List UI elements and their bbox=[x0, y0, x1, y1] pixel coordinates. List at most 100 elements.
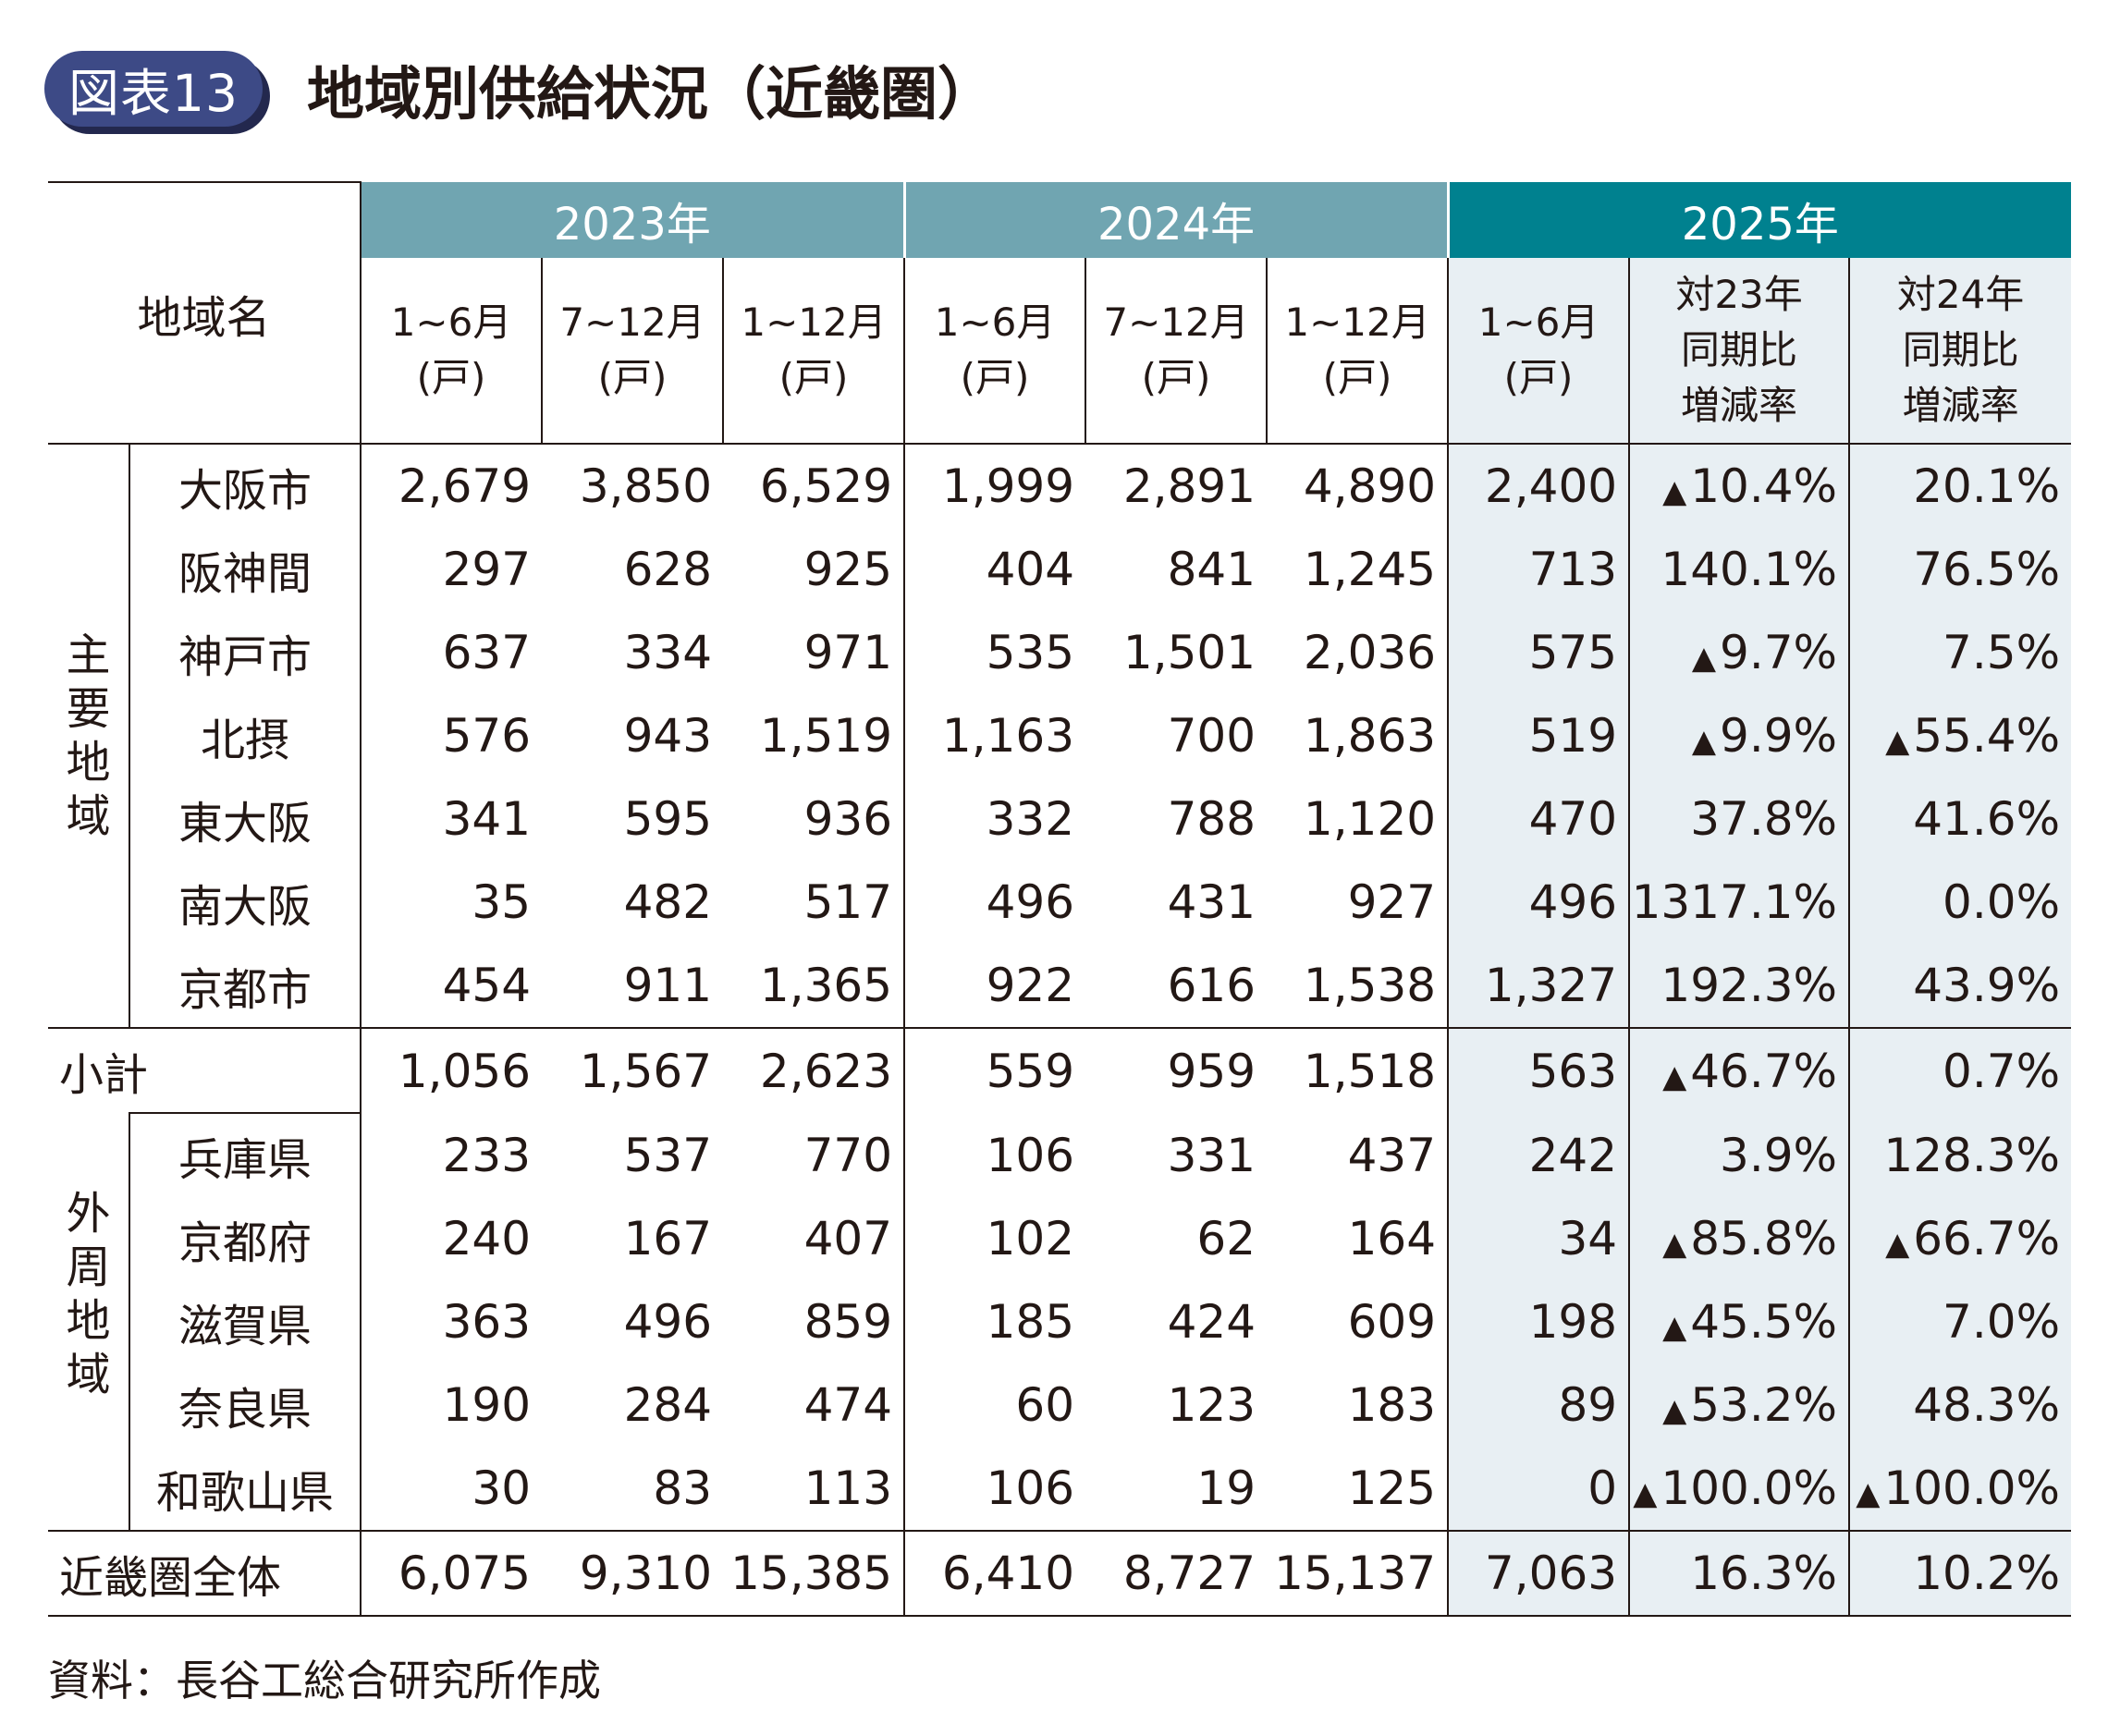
change-rate-value: 128.3% bbox=[1883, 1128, 2061, 1182]
group-label-text: 主要地域 bbox=[67, 629, 111, 843]
value-cell: 15,137 bbox=[1267, 1530, 1449, 1617]
value-cell: 424 bbox=[1167, 1295, 1256, 1349]
change-vs-2023-cell: 1317.1% bbox=[1628, 861, 1850, 944]
period-header-7: 対23年 同期比 増減率 bbox=[1628, 258, 1850, 445]
value-cell: 1,365 bbox=[723, 944, 905, 1029]
period-header-0: 1~6月 (戸) bbox=[360, 258, 543, 445]
value-cell: 496 bbox=[1447, 861, 1630, 944]
change-rate-value: 3.9% bbox=[1720, 1128, 1838, 1182]
change-vs-2023-cell: 16.3% bbox=[1628, 1530, 1850, 1617]
period-header-line: (戸) bbox=[597, 355, 668, 400]
change-vs-2023-cell: 37.8% bbox=[1628, 777, 1850, 861]
value-cell: 6,529 bbox=[759, 459, 893, 513]
change-rate-value: 45.5% bbox=[1690, 1295, 1838, 1349]
value-cell: 470 bbox=[1447, 777, 1630, 861]
outer-area-group-label: 外周地域 bbox=[48, 1113, 130, 1531]
value-cell: 6,410 bbox=[903, 1530, 1086, 1617]
value-cell: 284 bbox=[623, 1378, 713, 1432]
main-area-row: 神戸市 637 334 971 535 1,501 2,036 575 ▲9.7% 7.5% bbox=[48, 611, 2072, 694]
value-cell: 102 bbox=[903, 1197, 1086, 1280]
decrease-marker-icon: ▲ bbox=[1691, 723, 1717, 760]
outer-area-row: 外周地域兵庫県 233 537 770 106 331 437 242 3.9% 128.3% bbox=[48, 1112, 2072, 1531]
value-cell: 123 bbox=[1167, 1378, 1256, 1432]
value-cell: 9,310 bbox=[542, 1530, 724, 1617]
value-cell: 628 bbox=[623, 543, 713, 596]
change-rate-value: 7.5% bbox=[1943, 626, 2061, 679]
total-row: 近畿圏全体 6,075 9,310 15,385 6,410 8,727 15,137 7,0… bbox=[48, 1530, 2072, 1617]
value-cell: 841 bbox=[1167, 543, 1256, 596]
period-header-line: 対24年 bbox=[1896, 272, 2025, 317]
value-cell: 7,063 bbox=[1447, 1530, 1630, 1617]
value-cell: 1,567 bbox=[579, 1044, 713, 1098]
figure-header: 図表13 地域別供給状況（近畿圏） bbox=[44, 44, 995, 132]
change-rate-value: 53.2% bbox=[1690, 1378, 1838, 1432]
value-cell: 35 bbox=[360, 861, 543, 944]
value-cell: 936 bbox=[803, 792, 893, 846]
value-cell: 113 bbox=[803, 1461, 893, 1515]
decrease-marker-icon: ▲ bbox=[1885, 1226, 1910, 1263]
change-vs-2024-cell: ▲55.4% bbox=[1848, 694, 2072, 777]
area-name: 近畿圏全体 bbox=[48, 1530, 362, 1617]
change-rate-value: 10.4% bbox=[1690, 459, 1838, 513]
value-cell: 89 bbox=[1447, 1363, 1630, 1447]
value-cell: 0 bbox=[1447, 1447, 1630, 1531]
change-rate-value: 43.9% bbox=[1913, 959, 2061, 1012]
period-header-3: 1~6月 (戸) bbox=[903, 258, 1086, 445]
change-rate-value: 1317.1% bbox=[1631, 875, 1838, 929]
change-rate-value: 76.5% bbox=[1913, 543, 2061, 596]
value-cell: 537 bbox=[623, 1128, 713, 1182]
value-cell: 1,120 bbox=[1303, 792, 1437, 846]
change-rate-value: 55.4% bbox=[1913, 709, 2061, 763]
area-name: 和歌山県 bbox=[156, 1467, 335, 1519]
value-cell: 431 bbox=[1167, 875, 1256, 929]
value-cell: 332 bbox=[903, 777, 1086, 861]
change-rate-value: 20.1% bbox=[1913, 459, 2061, 513]
main-area-row: 主要地域 大阪市 2,679 3,850 6,529 1,999 2,891 4,890 2,4… bbox=[48, 444, 2072, 1029]
change-rate-value: 9.9% bbox=[1720, 709, 1838, 763]
change-rate-value: 192.3% bbox=[1661, 959, 1838, 1012]
value-cell: 770 bbox=[803, 1128, 893, 1182]
area-name: 奈良県 bbox=[178, 1384, 313, 1436]
period-header-line: 増減率 bbox=[1681, 383, 1798, 428]
change-vs-2023-cell: 192.3% bbox=[1628, 944, 1850, 1029]
decrease-marker-icon: ▲ bbox=[1662, 1392, 1687, 1429]
value-cell: 637 bbox=[360, 611, 543, 694]
subtotal-row: 小計 1,056 1,567 2,623 559 959 1,518 563 ▲46.7% 0.7… bbox=[48, 1028, 2072, 1113]
change-vs-2024-cell: 7.0% bbox=[1848, 1280, 2072, 1363]
supply-table: 地域名 2023年 2024年 2025年 1~6月 (戸) 7~12月 (戸) 1~1… bbox=[48, 181, 2072, 1617]
main-area-row: 北摂 576 943 1,519 1,163 700 1,863 519 ▲9.9% ▲55.4% bbox=[48, 694, 2072, 777]
change-vs-2023-cell: ▲85.8% bbox=[1628, 1197, 1850, 1280]
change-rate-value: 9.7% bbox=[1720, 626, 1838, 679]
value-cell: 496 bbox=[623, 1295, 713, 1349]
value-cell: 2,891 bbox=[1122, 459, 1256, 513]
value-cell: 233 bbox=[360, 1113, 543, 1197]
decrease-marker-icon: ▲ bbox=[1662, 1057, 1687, 1095]
group-label-char: 域 bbox=[66, 790, 111, 842]
value-cell: 404 bbox=[903, 528, 1086, 611]
value-cell: 943 bbox=[623, 709, 713, 763]
period-header-line: (戸) bbox=[416, 355, 486, 400]
value-cell: 922 bbox=[903, 944, 1086, 1029]
value-cell: 2,679 bbox=[360, 444, 543, 528]
change-vs-2023-cell: ▲45.5% bbox=[1628, 1280, 1850, 1363]
value-cell: 331 bbox=[1167, 1128, 1256, 1182]
value-cell: 30 bbox=[360, 1447, 543, 1531]
area-name: 京都府 bbox=[178, 1217, 313, 1269]
change-vs-2023-cell: ▲9.7% bbox=[1628, 611, 1850, 694]
value-cell: 242 bbox=[1447, 1113, 1630, 1197]
value-cell: 125 bbox=[1347, 1461, 1437, 1515]
change-vs-2024-cell: 76.5% bbox=[1848, 528, 2072, 611]
change-rate-value: 100.0% bbox=[1661, 1461, 1838, 1515]
period-header-line: 同期比 bbox=[1681, 327, 1798, 373]
outer-area-row: 奈良県 190 284 474 60 123 183 89 ▲53.2% 48.3% bbox=[48, 1363, 2072, 1447]
value-cell: 363 bbox=[360, 1280, 543, 1363]
value-cell: 559 bbox=[903, 1028, 1086, 1113]
value-cell: 616 bbox=[1085, 944, 1268, 1029]
change-rate-value: 46.7% bbox=[1690, 1044, 1838, 1098]
value-cell: 34 bbox=[1447, 1197, 1630, 1280]
main-area-row: 東大阪 341 595 936 332 788 1,120 470 37.8% 41.6% bbox=[48, 777, 2072, 861]
value-cell: 1,245 bbox=[1303, 543, 1437, 596]
change-rate-value: 16.3% bbox=[1690, 1547, 1838, 1600]
value-cell: 788 bbox=[1167, 792, 1256, 846]
value-cell: 1,056 bbox=[360, 1028, 543, 1113]
